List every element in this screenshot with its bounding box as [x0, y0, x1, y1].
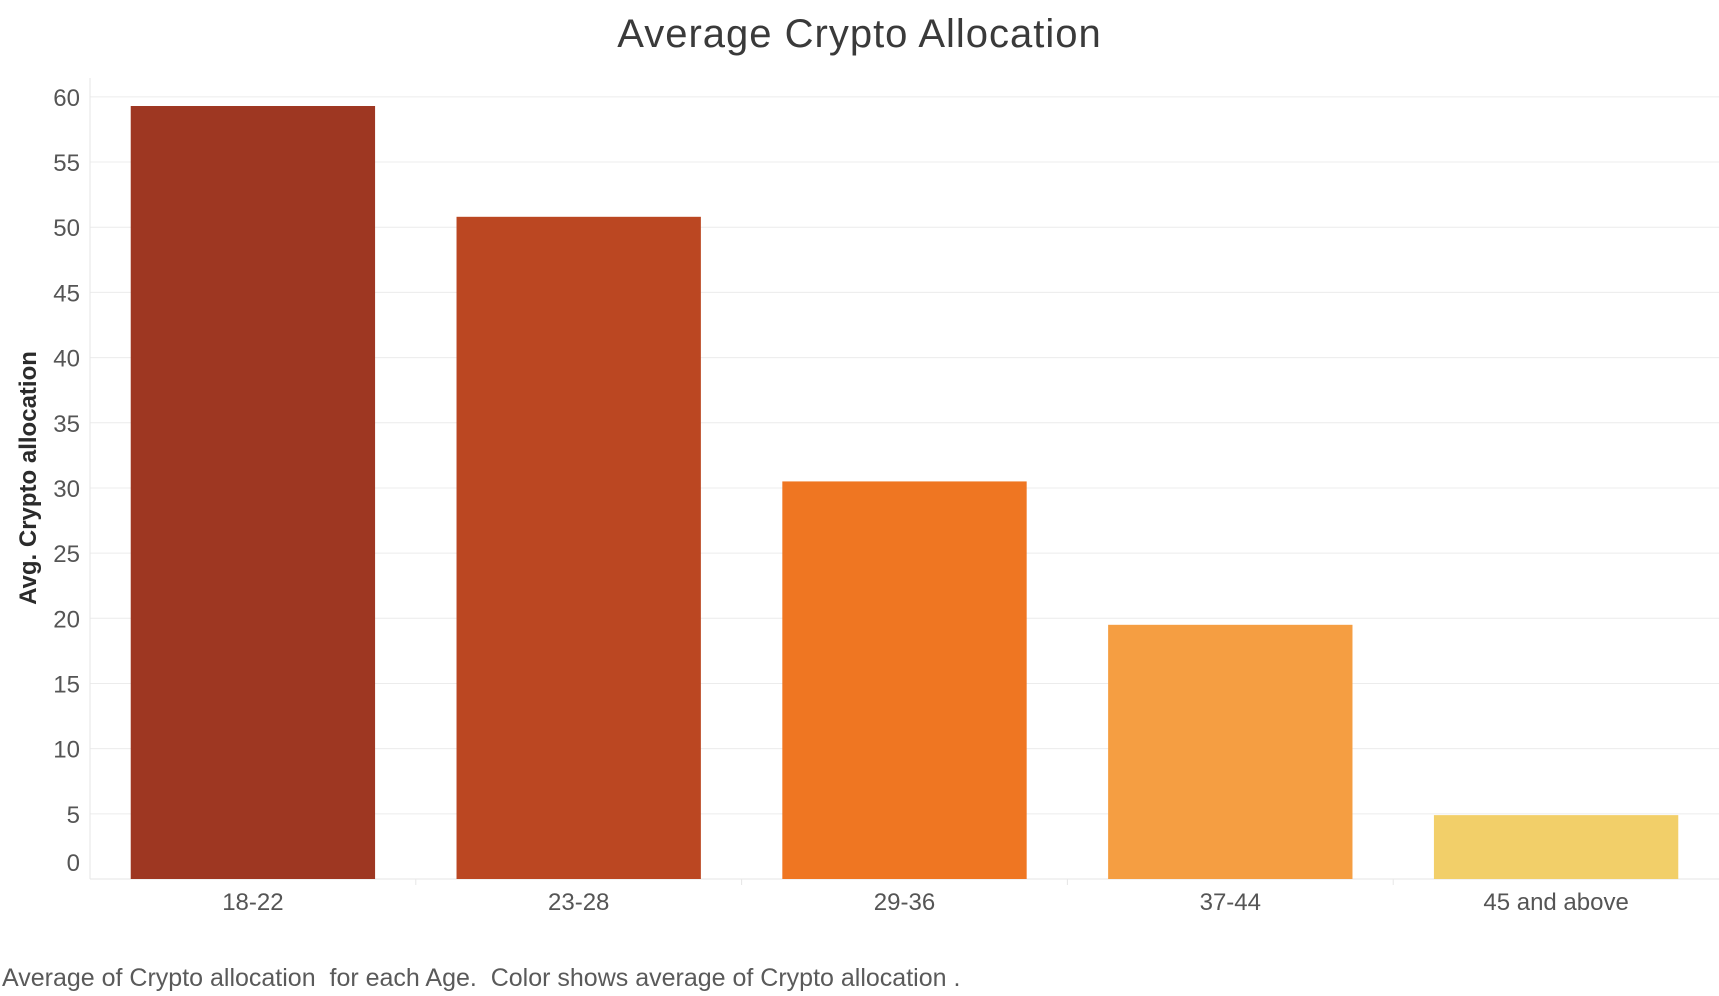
- bar-37-44: [1108, 624, 1353, 879]
- y-tick-label: 15: [53, 671, 80, 698]
- bar-45-and-above: [1433, 815, 1679, 879]
- chart-title: Average Crypto Allocation: [617, 12, 1102, 56]
- x-axis-ticks: 18-22 23-28 29-36 37-44 45 and above: [222, 879, 1629, 916]
- chart-caption: Average of Crypto allocation for each Ag…: [2, 964, 961, 992]
- bars: [130, 106, 1679, 879]
- bar-23-28: [456, 216, 701, 879]
- y-tick-label: 40: [53, 346, 80, 373]
- y-tick-label: 0: [67, 850, 80, 877]
- y-tick-label: 50: [53, 215, 80, 242]
- y-tick-label: 25: [53, 541, 80, 568]
- y-tick-label: 5: [67, 802, 80, 829]
- y-tick-label: 30: [53, 476, 80, 503]
- bar-chart: 0 5 10 15 20 25 30 35 40 45 50 55 60 18-22 23-28 29-36…: [15, 78, 1719, 916]
- x-tick-label: 23-28: [548, 889, 609, 916]
- y-tick-label: 20: [53, 606, 80, 633]
- y-tick-label: 55: [53, 150, 80, 177]
- bar-29-36: [782, 481, 1027, 879]
- x-tick-label: 37-44: [1200, 889, 1261, 916]
- x-tick-label: 29-36: [874, 889, 935, 916]
- y-axis-label: Avg. Crypto allocation: [15, 351, 42, 605]
- x-tick-label: 18-22: [222, 889, 283, 916]
- y-tick-label: 45: [53, 280, 80, 307]
- y-axis-ticks: 0 5 10 15 20 25 30 35 40 45 50 55 60: [53, 85, 80, 877]
- y-tick-label: 35: [53, 411, 80, 438]
- y-tick-label: 60: [53, 85, 80, 112]
- bar-18-22: [130, 106, 376, 879]
- y-tick-label: 10: [53, 737, 80, 764]
- x-tick-label: 45 and above: [1483, 889, 1628, 916]
